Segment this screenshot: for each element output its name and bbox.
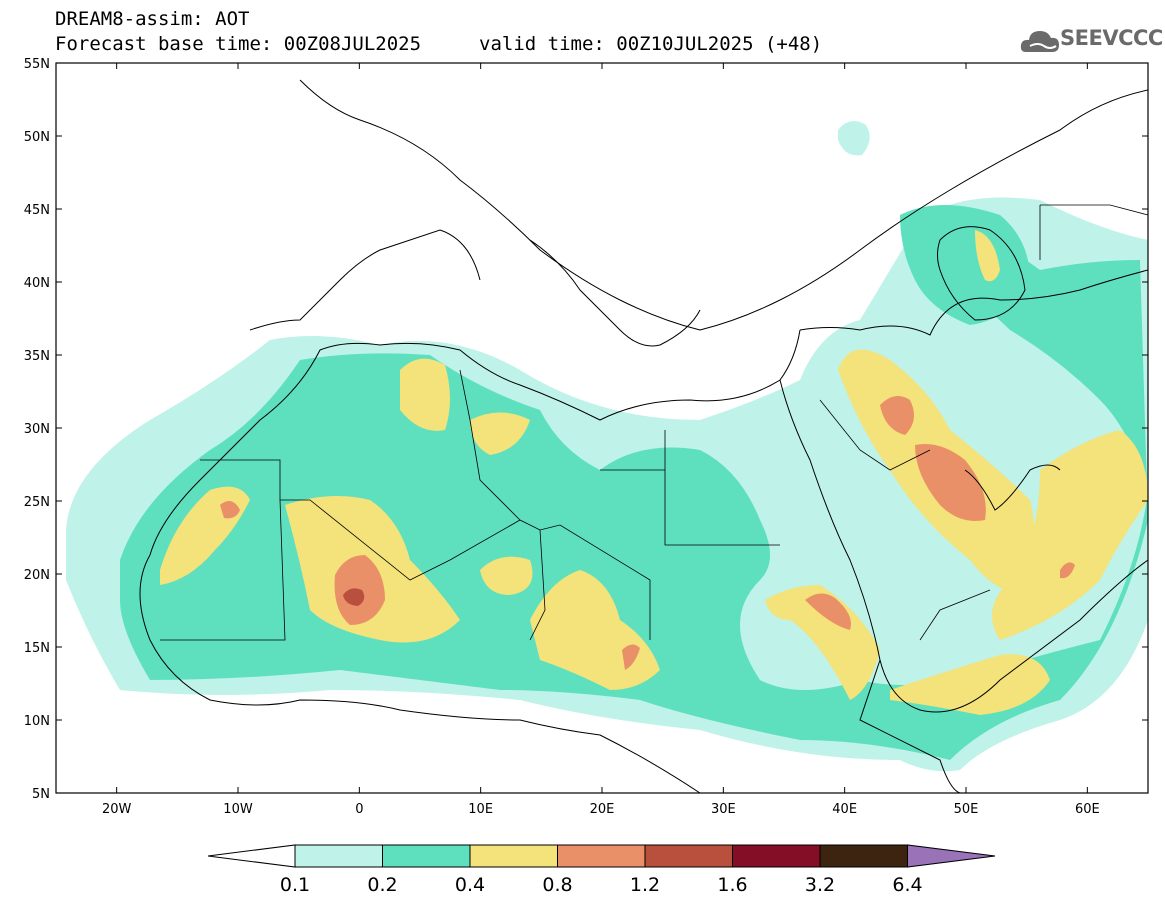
lat-tick-label: 15N	[24, 641, 50, 656]
product-title: DREAM8-assim: AOT	[55, 8, 250, 30]
colorbar-segment	[557, 844, 646, 868]
aot-level-0.4-libya	[470, 412, 530, 455]
lon-tick-label: 10W	[223, 802, 253, 817]
lon-tick-label: 40E	[832, 802, 857, 817]
colorbar-segment	[732, 844, 821, 868]
lat-tick-label: 30N	[24, 422, 50, 437]
aot-level-0.4-oman	[992, 430, 1148, 640]
cloud-logo-icon	[1020, 31, 1059, 52]
aot-level-0.4-yemen	[890, 654, 1050, 715]
lon-tick-label: 20E	[590, 802, 615, 817]
aot-level-0.1-north	[838, 121, 870, 156]
aot-level-0.4-algeria	[400, 358, 450, 431]
colorbar-level-label: 3.2	[805, 874, 835, 896]
lat-tick-label: 55N	[24, 57, 50, 72]
aot-field	[66, 121, 1148, 772]
aot-level-0.8-oman	[1060, 562, 1075, 579]
latitude-ticks: 55N 50N 45N 40N 35N 30N 25N 20N 15N 10N 5N	[24, 57, 1148, 802]
colorbar-segment	[819, 844, 908, 868]
colorbar-level-label: 0.1	[280, 874, 310, 896]
aot-level-0.8-gulf	[915, 444, 986, 521]
lat-tick-label: 50N	[24, 130, 50, 145]
lat-tick-label: 20N	[24, 568, 50, 583]
lat-tick-label: 5N	[32, 787, 50, 802]
lon-tick-label: 60E	[1075, 802, 1100, 817]
aot-level-0.8-iraq	[880, 396, 914, 435]
aot-level-0.8-chad	[622, 644, 640, 670]
valid-time-label: valid time: 00Z10JUL2025 (+48)	[479, 33, 823, 55]
colorbar: 0.1 0.2 0.4 0.8 1.2 1.6 3.2 6.4	[207, 844, 996, 896]
colorbar-level-label: 1.2	[630, 874, 660, 896]
lon-tick-label: 50E	[954, 802, 979, 817]
lat-tick-label: 10N	[24, 714, 50, 729]
lat-tick-label: 45N	[24, 203, 50, 218]
base-time-label: Forecast base time: 00Z08JUL2025	[55, 33, 422, 55]
aot-level-0.4-niger	[480, 556, 533, 595]
lon-tick-label: 20W	[102, 802, 132, 817]
aot-level-0.4-sudan	[765, 585, 880, 700]
colorbar-level-label: 6.4	[892, 874, 922, 896]
lat-tick-label: 25N	[24, 495, 50, 510]
borders	[160, 204, 1148, 641]
lat-tick-label: 35N	[24, 349, 50, 364]
aot-level-0.4-caspian	[975, 230, 1000, 282]
colorbar-level-label: 1.6	[717, 874, 747, 896]
colorbar-segment	[294, 844, 383, 868]
coastlines	[139, 79, 1148, 793]
longitude-ticks: 20W 10W 0 10E 20E 30E 40E 50E 60E	[102, 63, 1100, 817]
aot-level-0.8-sudan	[805, 593, 851, 630]
aot-level-1.2-mali	[343, 588, 365, 606]
lon-tick-label: 10E	[468, 802, 493, 817]
colorbar-segment	[382, 844, 471, 868]
logo-text: SEEVCCC	[1060, 26, 1163, 50]
colorbar-segment	[469, 844, 558, 868]
lon-tick-label: 30E	[711, 802, 736, 817]
colorbar-overflow-arrow	[907, 844, 996, 868]
colorbar-level-label: 0.4	[455, 874, 485, 896]
colorbar-level-label: 0.8	[542, 874, 572, 896]
lat-tick-label: 40N	[24, 276, 50, 291]
aot-level-0.8-mauritania	[220, 501, 240, 519]
colorbar-level-label: 0.2	[367, 874, 397, 896]
lon-tick-label: 0	[355, 802, 363, 817]
colorbar-segment	[644, 844, 733, 868]
colorbar-underflow-arrow	[207, 844, 296, 868]
